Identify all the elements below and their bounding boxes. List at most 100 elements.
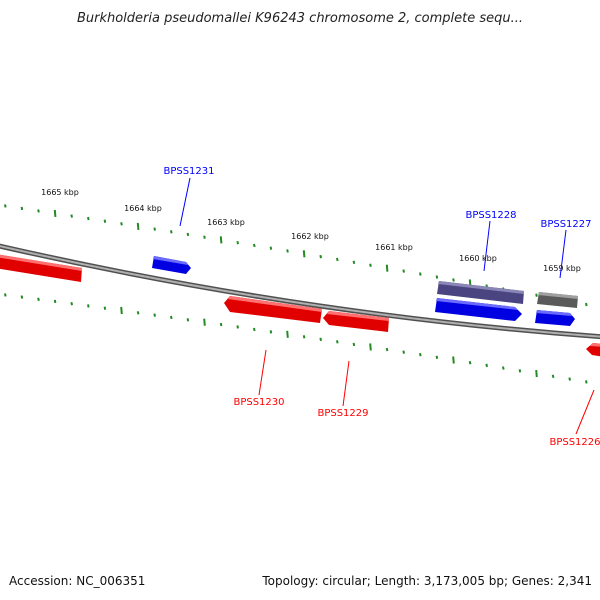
tick-label-1664: 1664 kbp bbox=[124, 204, 162, 213]
outer-row-tick bbox=[53, 209, 57, 218]
inner-row-tick bbox=[319, 337, 322, 342]
inner-row-tick bbox=[269, 330, 273, 334]
tick-label-1662: 1662 kbp bbox=[291, 232, 329, 241]
outer-row-tick bbox=[37, 209, 40, 213]
gene-labels: BPSS1231 BPSS1230 BPSS1229 BPSS1228 BPSS… bbox=[163, 166, 600, 448]
outer-row-tick bbox=[170, 230, 173, 234]
outer-row-tick bbox=[236, 240, 239, 245]
feature-dark-bpss1228[interactable] bbox=[437, 281, 524, 304]
leader-bpss1230 bbox=[258, 349, 267, 396]
inner-row-tick bbox=[535, 369, 538, 378]
outer-row-tick bbox=[319, 254, 322, 259]
backbone bbox=[0, 243, 600, 340]
reverse-strand-genes bbox=[0, 254, 600, 357]
outer-row-tick bbox=[302, 250, 306, 258]
outer-row-tick bbox=[87, 216, 90, 221]
outer-row-tick bbox=[419, 272, 422, 276]
inner-row-tick bbox=[136, 311, 140, 315]
gene-bpss1229[interactable] bbox=[323, 311, 389, 332]
inner-row-tick bbox=[485, 363, 488, 368]
inner-row-tick bbox=[402, 350, 405, 354]
inner-row-tick bbox=[186, 318, 190, 322]
outer-row-tick bbox=[435, 275, 439, 279]
inner-row-tick bbox=[352, 342, 356, 347]
inner-row-tick bbox=[203, 318, 206, 326]
leader-bpss1228 bbox=[483, 220, 491, 272]
inner-row-tick bbox=[87, 304, 90, 308]
gene-label-bpss1230[interactable]: BPSS1230 bbox=[233, 397, 284, 408]
leader-bpss1229 bbox=[342, 360, 350, 407]
gene-label-bpss1231[interactable]: BPSS1231 bbox=[163, 166, 214, 177]
inner-row-tick bbox=[4, 293, 7, 297]
inner-row-tick bbox=[253, 327, 256, 332]
inner-row-tick bbox=[53, 299, 57, 304]
inner-row-tick bbox=[369, 343, 372, 351]
gene-label-bpss1227[interactable]: BPSS1227 bbox=[540, 219, 591, 230]
inner-row-tick bbox=[419, 353, 422, 357]
inner-row-tick bbox=[468, 360, 472, 365]
gene-leader-lines bbox=[179, 177, 595, 435]
outer-row-tick bbox=[136, 222, 140, 231]
outer-row-tick bbox=[402, 269, 405, 273]
inner-row-tick bbox=[585, 380, 588, 384]
tick-labels: 1665 kbp 1664 kbp 1663 kbp 1662 kbp 1661… bbox=[41, 188, 581, 273]
gene-label-bpss1228[interactable]: BPSS1228 bbox=[465, 210, 516, 221]
outer-row-tick bbox=[153, 227, 156, 231]
inner-row-tick bbox=[502, 366, 505, 370]
gene-bpss1227[interactable] bbox=[535, 310, 575, 326]
gene-label-bpss1229[interactable]: BPSS1229 bbox=[317, 408, 368, 419]
gene-label-bpss1226[interactable]: BPSS1226 bbox=[549, 437, 600, 448]
outer-row-tick bbox=[352, 260, 356, 265]
outer-row-tick bbox=[452, 278, 455, 282]
outer-row-tick bbox=[286, 249, 289, 253]
outer-row-tick bbox=[203, 235, 206, 239]
inner-row-tick bbox=[70, 302, 73, 306]
inner-row-tick bbox=[170, 315, 173, 320]
outer-row-tick bbox=[103, 219, 107, 223]
outer-row-tick bbox=[186, 232, 190, 237]
outer-row-tick bbox=[385, 264, 389, 272]
tick-label-1660: 1660 kbp bbox=[459, 254, 497, 263]
outer-row-tick bbox=[20, 206, 24, 211]
backbone-highlight bbox=[0, 245, 600, 338]
outer-row-tick bbox=[336, 257, 339, 262]
inner-row-tick bbox=[336, 340, 339, 344]
gene-bpss1231[interactable] bbox=[152, 256, 191, 274]
inner-row-tick bbox=[120, 306, 123, 315]
inner-row-tick bbox=[153, 313, 156, 317]
inner-row-tick bbox=[37, 297, 40, 301]
outer-row-tick bbox=[535, 293, 538, 297]
inner-row-tick bbox=[286, 330, 289, 338]
map-title: Burkholderia pseudomallei K96243 chromos… bbox=[77, 11, 523, 26]
tick-label-1661: 1661 kbp bbox=[375, 243, 413, 252]
inner-row-tick bbox=[435, 355, 439, 360]
outer-row-tick bbox=[369, 263, 372, 267]
gene-bpss1228[interactable] bbox=[435, 298, 522, 321]
gene-left-partial[interactable] bbox=[0, 254, 82, 282]
leader-bpss1226 bbox=[575, 389, 595, 435]
inner-row-tick bbox=[452, 356, 455, 364]
leader-bpss1231 bbox=[179, 177, 191, 227]
gene-bpss1230[interactable] bbox=[224, 296, 322, 323]
inner-row-tick bbox=[568, 377, 571, 381]
feature-gray-bpss1227[interactable] bbox=[537, 292, 578, 308]
gene-bpss1226[interactable] bbox=[586, 343, 600, 357]
outer-row-tick bbox=[70, 214, 73, 218]
sequence-summary-text: Topology: circular; Length: 3,173,005 bp… bbox=[261, 574, 592, 588]
inner-row-tick bbox=[20, 295, 24, 299]
inner-row-tick bbox=[103, 306, 107, 310]
tick-label-1663: 1663 kbp bbox=[207, 218, 245, 227]
leader-bpss1227 bbox=[559, 229, 567, 279]
outer-row-tick bbox=[269, 246, 273, 250]
outer-row-tick bbox=[4, 204, 7, 208]
inner-row-tick bbox=[385, 347, 389, 352]
inner-tick-row bbox=[4, 293, 588, 384]
inner-row-tick bbox=[219, 322, 223, 327]
inner-row-tick bbox=[518, 369, 522, 373]
outer-row-tick bbox=[253, 243, 256, 248]
outer-row-tick bbox=[219, 236, 223, 244]
inner-row-tick bbox=[302, 335, 306, 339]
inner-row-tick bbox=[236, 325, 239, 329]
